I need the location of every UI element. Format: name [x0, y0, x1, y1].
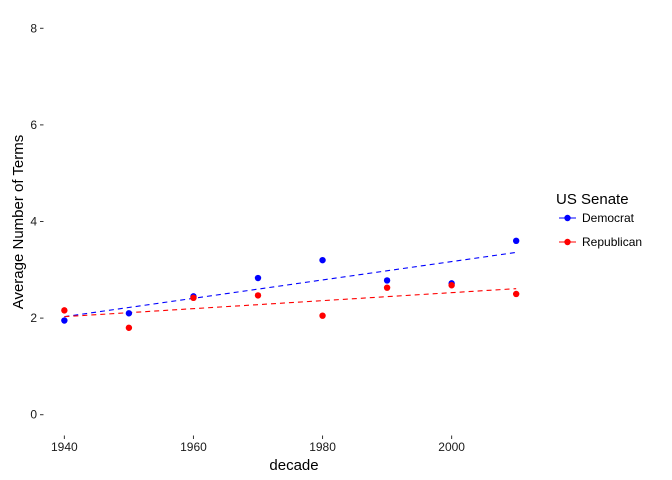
legend-label-republican: Republican: [582, 235, 642, 249]
legend-item-republican: Republican: [559, 235, 642, 249]
legend: US Senate Democrat Republican: [556, 191, 642, 249]
point-republican: [125, 324, 133, 331]
x-axis-title: decade: [269, 457, 318, 474]
x-axis: 1940 1960 1980 2000: [51, 435, 465, 454]
trend-lines: [64, 251, 517, 318]
y-tick-label: 4: [30, 215, 37, 229]
point-republican: [254, 292, 262, 299]
legend-label-democrat: Democrat: [582, 211, 635, 225]
point-democrat: [254, 274, 262, 282]
y-tick-label: 6: [30, 118, 37, 132]
point-democrat: [319, 256, 326, 264]
y-axis-title: Average Number of Terms: [10, 135, 27, 310]
point-republican: [319, 312, 326, 319]
legend-key-point-democrat: [564, 214, 571, 222]
point-republican: [512, 290, 520, 298]
point-democrat: [125, 310, 133, 317]
point-republican: [190, 294, 197, 302]
x-tick-label: 2000: [438, 440, 465, 454]
x-tick-label: 1940: [51, 440, 78, 454]
y-tick-label: 2: [30, 311, 37, 325]
y-tick-label: 8: [30, 21, 37, 35]
y-tick-label: 0: [30, 408, 37, 422]
point-republican: [448, 282, 455, 289]
y-axis: 0 2 4 6 8: [30, 21, 44, 422]
legend-title: US Senate: [556, 191, 629, 208]
data-points: [61, 237, 520, 331]
x-tick-label: 1980: [309, 440, 336, 454]
trend-line-democrat: [64, 251, 517, 318]
trend-line-republican: [64, 288, 517, 318]
point-republican: [383, 284, 391, 291]
legend-key-point-republican: [564, 238, 571, 246]
point-democrat: [512, 237, 520, 245]
point-democrat: [61, 317, 68, 324]
legend-item-democrat: Democrat: [559, 211, 635, 225]
point-republican: [61, 307, 68, 314]
point-democrat: [383, 277, 391, 284]
x-tick-label: 1960: [180, 440, 207, 454]
